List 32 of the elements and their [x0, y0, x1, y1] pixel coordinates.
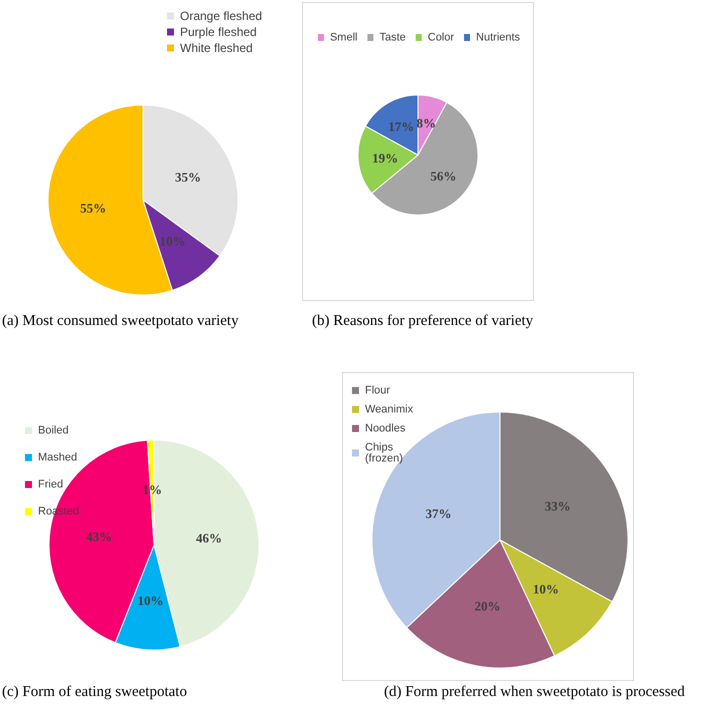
legend-label: Noodles — [365, 422, 406, 434]
data-label: 33% — [544, 498, 571, 514]
data-label: 46% — [196, 530, 222, 546]
legend-label: Purple fleshed — [180, 25, 257, 39]
text: (a) Most consumed sweetpotato variety — [2, 313, 239, 330]
data-label: 10% — [160, 233, 186, 248]
legend-label: Taste — [379, 32, 406, 44]
legend-label: Mashed — [38, 452, 78, 464]
data-label: 37% — [426, 506, 452, 521]
legend-label: Boiled — [38, 424, 69, 436]
text: (c) Form of eating sweetpotato — [2, 684, 187, 701]
legend-label: Nutrients — [476, 32, 521, 44]
data-label: 20% — [474, 598, 500, 614]
legend-label: Orange fleshed — [180, 9, 262, 23]
data-label: 1% — [142, 482, 162, 498]
data-label: 10% — [138, 592, 164, 608]
data-label: 17% — [388, 119, 414, 134]
legend-label: Flour — [365, 384, 390, 396]
data-label: 19% — [372, 150, 398, 166]
text: (b) Reasons for preference of variety — [312, 313, 534, 330]
data-label: 43% — [86, 528, 112, 544]
data-label: 55% — [80, 200, 106, 216]
text: (d) Form preferred when sweetpotato is processed — [384, 684, 685, 701]
legend-label: Weanimix — [365, 404, 414, 416]
data-label: 56% — [430, 168, 456, 184]
legend-label: White fleshed — [180, 41, 253, 55]
data-label: 35% — [174, 170, 201, 185]
data-label: 10% — [532, 581, 559, 596]
legend-label: Smell — [330, 32, 358, 44]
legend-label: Color — [428, 32, 454, 44]
legend-label: Fried — [38, 478, 64, 490]
legend-label: Chips (frozen) — [365, 442, 403, 464]
